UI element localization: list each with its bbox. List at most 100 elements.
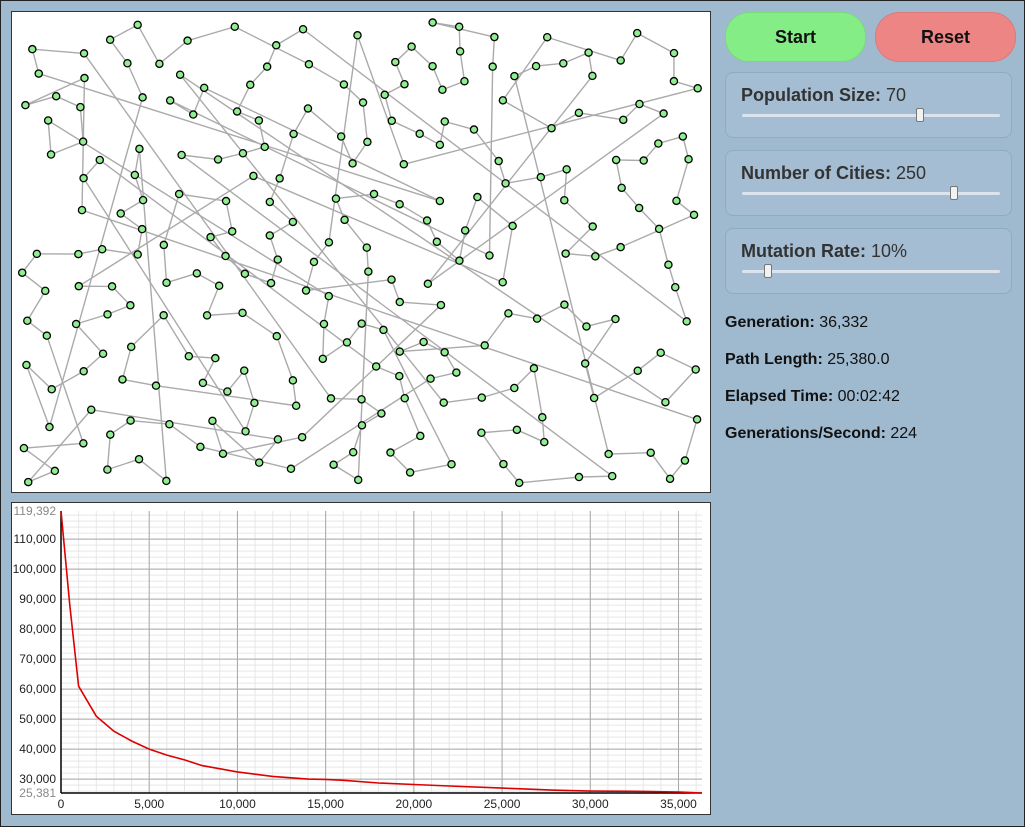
city-node (196, 442, 205, 452)
tour-edge (225, 255, 246, 275)
city-node (254, 116, 264, 125)
population-size-track[interactable] (742, 114, 1000, 117)
tour-edge (278, 133, 295, 179)
path-length-series (60, 510, 703, 794)
city-node (301, 286, 311, 295)
tour-edge (222, 436, 303, 455)
tour-edge (664, 369, 697, 403)
city-node (671, 282, 680, 292)
y-tick-label: 70,000 (19, 652, 56, 666)
city-node (324, 291, 334, 301)
city-node (46, 150, 56, 159)
reset-button[interactable]: Reset (875, 12, 1016, 62)
city-node (98, 349, 108, 358)
city-node (265, 231, 275, 240)
city-node (416, 431, 425, 441)
tour-edge (391, 120, 420, 135)
city-node (199, 83, 209, 93)
tour-edge (399, 203, 428, 222)
city-node (532, 314, 542, 323)
tour-edge (660, 352, 697, 371)
tour-edge (481, 429, 517, 434)
tour-edge (78, 175, 254, 287)
city-node (135, 144, 144, 154)
city-node (240, 269, 250, 279)
city-node (589, 393, 599, 403)
city-node (616, 56, 625, 65)
city-node (669, 76, 679, 86)
tour-edge (373, 193, 400, 205)
city-node (155, 59, 164, 69)
city-node (514, 478, 524, 488)
city-node (151, 381, 161, 390)
tour-edge (120, 212, 143, 230)
tour-edge (211, 420, 224, 454)
city-node (133, 20, 142, 30)
tour-edge (684, 419, 698, 461)
y-min-label: 25,381 (19, 786, 56, 800)
city-node (198, 378, 208, 388)
city-node (387, 116, 397, 126)
city-node (561, 249, 570, 258)
tour-edge (47, 119, 330, 297)
city-node (126, 416, 135, 425)
number-of-cities-thumb[interactable] (949, 186, 958, 200)
number-of-cities-track[interactable] (742, 192, 1000, 195)
city-node (617, 183, 626, 193)
tour-edge (25, 364, 53, 390)
city-node (74, 281, 84, 291)
tour-edge (333, 464, 359, 481)
city-node (126, 301, 135, 310)
city-node (395, 199, 404, 209)
tour-edge (390, 435, 421, 454)
city-node (455, 256, 464, 265)
city-node (632, 28, 642, 38)
x-tick-label: 20,000 (396, 797, 433, 811)
city-node (130, 170, 140, 180)
city-node (165, 419, 174, 429)
city-node (611, 155, 621, 165)
city-node (213, 155, 223, 164)
city-node (377, 409, 386, 418)
city-node (501, 179, 510, 188)
tour-edge (47, 120, 52, 155)
tour-edge (163, 244, 168, 283)
path-length-chart-panel: 0 5,000 10,000 15,000 20,000 25,000 30,000 35,0… (11, 502, 711, 815)
city-node (619, 115, 628, 125)
city-node (611, 314, 620, 324)
city-node (438, 85, 447, 94)
city-node (562, 165, 571, 174)
mutation-rate-track[interactable] (742, 270, 1000, 273)
start-button[interactable]: Start (725, 12, 866, 62)
city-node (138, 195, 148, 205)
city-node (79, 173, 88, 183)
city-node (574, 472, 584, 482)
city-node (79, 49, 89, 58)
city-node (682, 317, 691, 326)
city-node (23, 477, 33, 487)
tour-edge (38, 72, 441, 202)
city-node (435, 140, 445, 150)
tour-edge (658, 228, 670, 265)
city-node (202, 311, 212, 320)
tour-edge (362, 102, 369, 143)
tour-edge (46, 335, 85, 444)
city-node (103, 310, 112, 319)
population-size-thumb[interactable] (916, 108, 925, 122)
city-node (428, 61, 437, 71)
tour-edge (323, 296, 330, 325)
city-node (400, 393, 409, 403)
tour-edge (384, 94, 393, 121)
city-node (423, 279, 433, 289)
tour-edge (502, 36, 548, 101)
tour-edge (83, 353, 104, 372)
city-node (192, 269, 202, 278)
city-node (353, 31, 362, 40)
tour-edge (637, 352, 662, 372)
tour-edge (163, 193, 180, 246)
y-tick-label: 100,000 (13, 562, 57, 576)
city-node (318, 354, 328, 364)
city-node (118, 375, 127, 384)
city-node (34, 69, 43, 78)
mutation-rate-thumb[interactable] (763, 264, 772, 278)
